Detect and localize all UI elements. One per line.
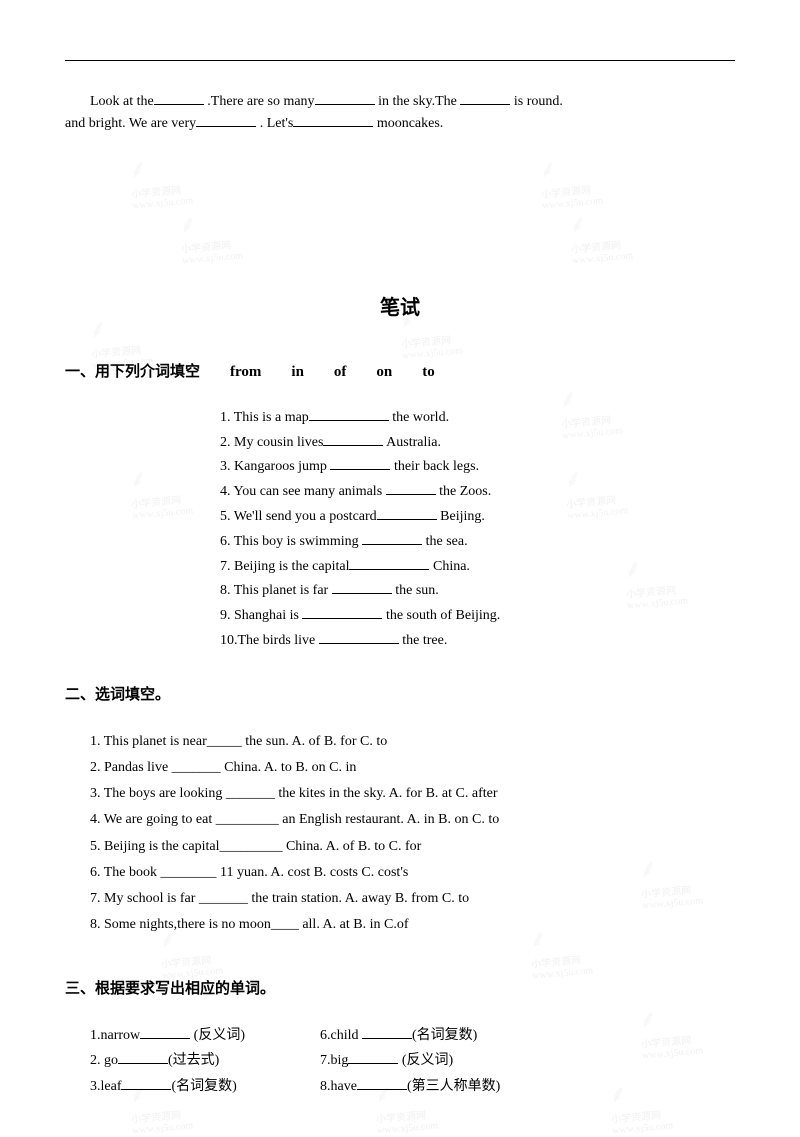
q2-item: 4. We are going to eat _________ an Engl…: [90, 807, 735, 832]
intro-text-5: and bright. We are very: [65, 116, 196, 131]
q1-item: 8. This planet is far the sun.: [220, 579, 735, 603]
prep-on: on: [376, 364, 392, 381]
q1-item: 9. Shanghai is the south of Beijing.: [220, 604, 735, 628]
blank: [323, 432, 383, 446]
intro-text-4: is round.: [510, 94, 563, 109]
intro-text-1: Look at the: [90, 94, 154, 109]
blank: [357, 1076, 407, 1090]
q2-item: 5. Beijing is the capital_________ China…: [90, 834, 735, 859]
watermark: ⸙小学资源网www.xj5u.com: [128, 457, 194, 521]
q1-item: 3. Kangaroos jump their back legs.: [220, 455, 735, 479]
section3-heading: 三、根据要求写出相应的单词。: [65, 977, 735, 998]
q1-item: 7. Beijing is the capital China.: [220, 555, 735, 579]
q2-item: 3. The boys are looking _______ the kite…: [90, 781, 735, 806]
blank: [349, 556, 429, 570]
prep-from: from: [230, 364, 261, 381]
q3-row: 2. go(过去式) 7.big (反义词): [90, 1048, 735, 1073]
blank: [309, 407, 389, 421]
intro-text-7: mooncakes.: [373, 116, 443, 131]
q3-row: 1.narrow (反义词) 6.child (名词复数): [90, 1023, 735, 1048]
prep-in: in: [291, 364, 304, 381]
blank: [460, 91, 510, 105]
q1-item: 5. We'll send you a postcard Beijing.: [220, 505, 735, 529]
blank: [154, 91, 204, 105]
q2-item: 2. Pandas live _______ China. A. to B. o…: [90, 755, 735, 780]
blank: [319, 630, 399, 644]
section1-heading: 一、用下列介词填空 from in of on to: [65, 360, 735, 381]
blank: [140, 1025, 190, 1039]
watermark: ⸙小学资源网www.xj5u.com: [538, 147, 604, 211]
watermark: ⸙小学资源网www.xj5u.com: [128, 147, 194, 211]
q2-item: 8. Some nights,there is no moon____ all.…: [90, 912, 735, 937]
prep-to: to: [422, 364, 435, 381]
blank: [121, 1076, 171, 1090]
q1-item: 4. You can see many animals the Zoos.: [220, 480, 735, 504]
watermark: ⸙小学资源网www.xj5u.com: [568, 202, 634, 266]
blank: [362, 1025, 412, 1039]
section2-list: 1. This planet is near_____ the sun. A. …: [90, 729, 735, 938]
section1-heading-text: 一、用下列介词填空: [65, 360, 200, 381]
prep-of: of: [334, 364, 347, 381]
blank: [293, 113, 373, 127]
q2-item: 6. The book ________ 11 yuan. A. cost B.…: [90, 860, 735, 885]
q1-item: 6. This boy is swimming the sea.: [220, 530, 735, 554]
q2-item: 7. My school is far _______ the train st…: [90, 886, 735, 911]
q3-row: 3.leaf(名词复数) 8.have(第三人称单数): [90, 1074, 735, 1099]
intro-text-2: .There are so many: [204, 94, 315, 109]
q1-item: 2. My cousin lives Australia.: [220, 431, 735, 455]
blank: [377, 506, 437, 520]
q2-item: 1. This planet is near_____ the sun. A. …: [90, 729, 735, 754]
blank: [302, 605, 382, 619]
blank: [348, 1050, 398, 1064]
intro-text-6: . Let's: [256, 116, 293, 131]
main-title: 笔试: [65, 291, 735, 320]
q1-item: 10.The birds live the tree.: [220, 629, 735, 653]
blank: [315, 91, 375, 105]
horizontal-rule: [65, 60, 735, 61]
section3-list: 1.narrow (反义词) 6.child (名词复数) 2. go(过去式)…: [90, 1023, 735, 1099]
q1-item: 1. This is a map the world.: [220, 406, 735, 430]
watermark: ⸙小学资源网www.xj5u.com: [178, 202, 244, 266]
blank: [196, 113, 256, 127]
blank: [362, 531, 422, 545]
blank: [386, 481, 436, 495]
blank: [332, 580, 392, 594]
blank: [330, 456, 390, 470]
blank: [118, 1050, 168, 1064]
intro-text-3: in the sky.The: [375, 94, 461, 109]
section2-heading: 二、选词填空。: [65, 683, 735, 704]
section1-list: 1. This is a map the world. 2. My cousin…: [220, 406, 735, 653]
intro-paragraph: Look at the .There are so many in the sk…: [65, 91, 735, 136]
